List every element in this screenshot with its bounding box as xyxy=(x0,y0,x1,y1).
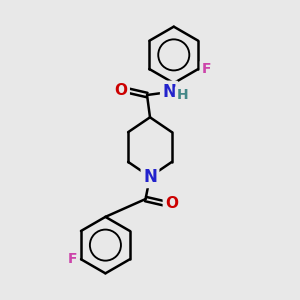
Text: O: O xyxy=(115,83,128,98)
Text: N: N xyxy=(143,168,157,186)
Text: N: N xyxy=(162,83,176,101)
Text: F: F xyxy=(202,62,211,76)
Text: F: F xyxy=(68,252,77,266)
Text: H: H xyxy=(177,88,188,102)
Text: O: O xyxy=(165,196,178,211)
